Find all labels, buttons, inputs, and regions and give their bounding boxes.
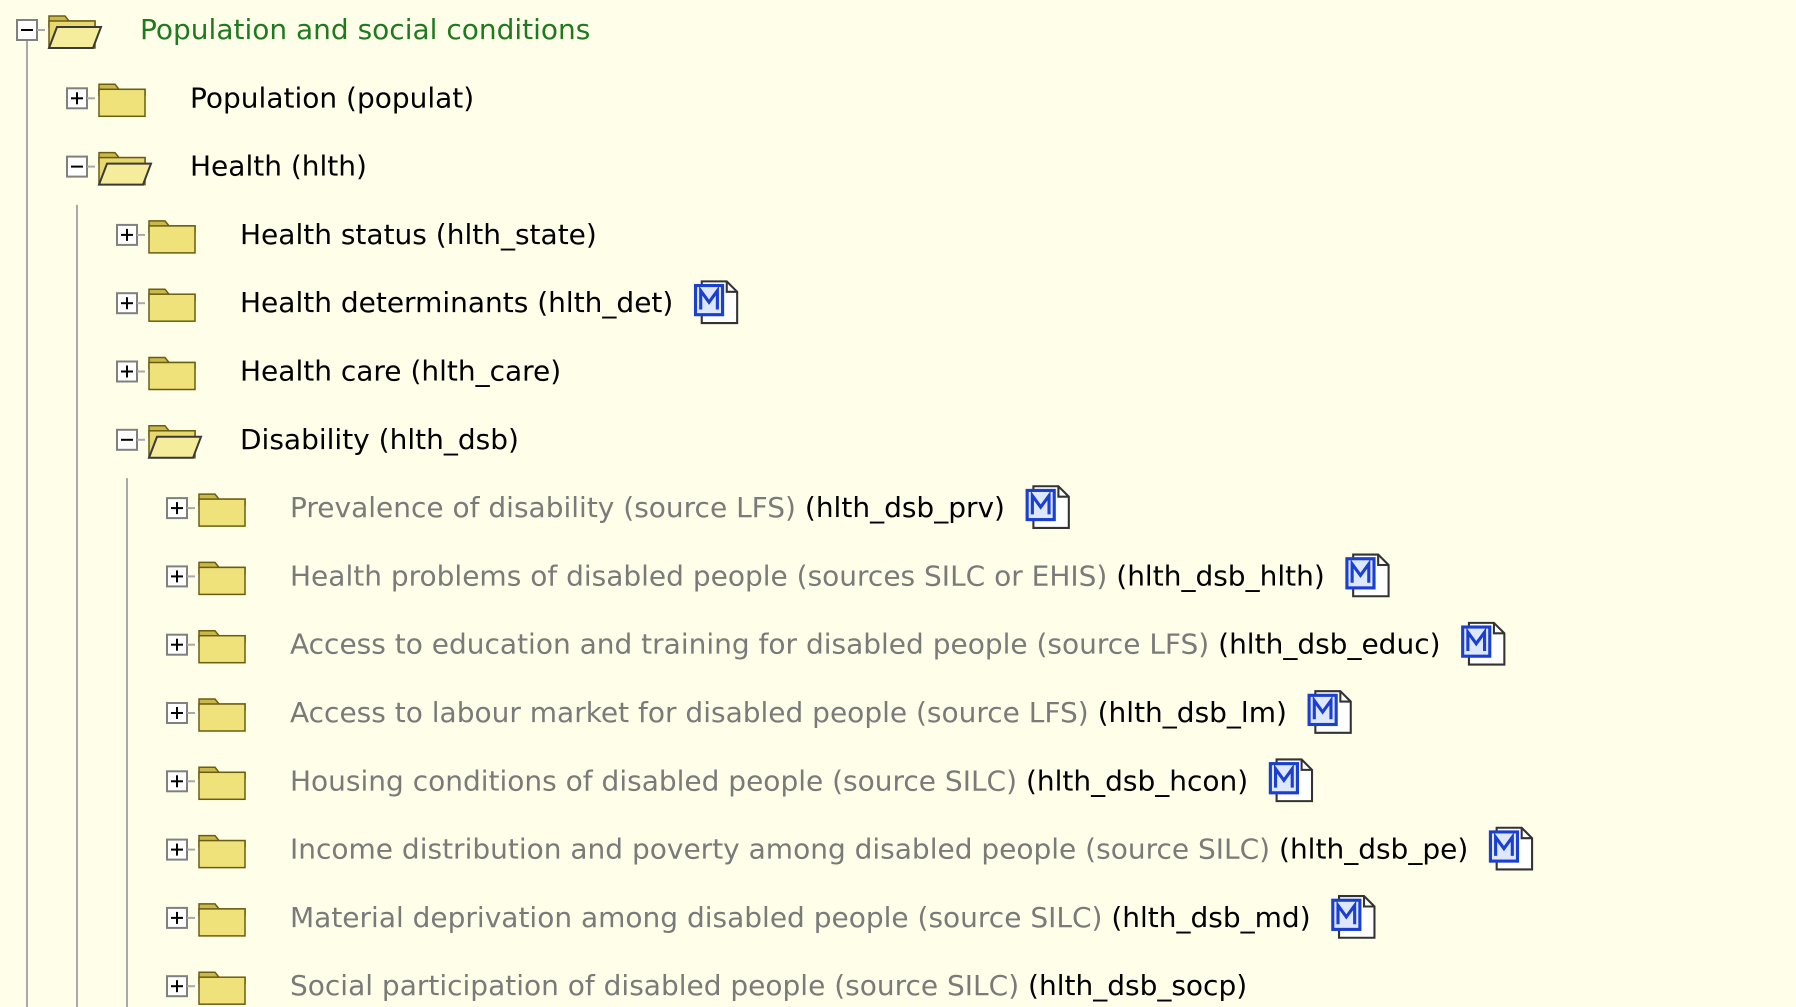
metadata-icon[interactable] [1025, 484, 1071, 530]
node-label[interactable]: Health determinants (hlth_det) [240, 286, 673, 319]
metadata-icon[interactable] [1307, 689, 1353, 735]
node-code: (hlth_dsb_hcon) [1026, 764, 1248, 797]
node-label[interactable]: Prevalence of disability (source LFS) (h… [290, 491, 1005, 524]
folder [198, 634, 246, 664]
tree-node[interactable]: Health status (hlth_state) [116, 218, 597, 254]
tree-node[interactable]: Health (hlth) [66, 150, 367, 186]
node-title: Access to education and training for dis… [290, 628, 1209, 661]
node-title: Health determinants [240, 286, 528, 319]
tree-node[interactable]: Access to education and training for dis… [166, 621, 1506, 667]
metadata-icon[interactable] [1461, 621, 1506, 667]
folder [198, 908, 246, 937]
node-label[interactable]: Health (hlth) [190, 150, 367, 183]
folder [198, 703, 246, 732]
folder [198, 771, 246, 801]
metadata-icon[interactable] [1488, 826, 1534, 871]
folder [198, 498, 246, 527]
tree-node[interactable]: Health determinants (hlth_det) [116, 279, 739, 325]
tree-node[interactable]: Material deprivation among disabled peop… [166, 894, 1377, 940]
tree-guides [26, 40, 128, 1007]
folder [198, 976, 246, 1005]
tree-node[interactable]: Social participation of disabled people … [166, 969, 1247, 1005]
node-label[interactable]: Disability (hlth_dsb) [240, 423, 519, 456]
node-label[interactable]: Access to labour market for disabled peo… [290, 696, 1287, 729]
node-title: Material deprivation among disabled peop… [290, 901, 1102, 934]
node-code: (hlth_dsb_lm) [1098, 696, 1287, 729]
node-title: Social participation of disabled people … [290, 969, 1019, 1002]
tree-rows: Population and social conditions Populati… [16, 13, 1534, 1005]
folder-open [97, 162, 153, 186]
tree-node[interactable]: Disability (hlth_dsb) [116, 423, 519, 459]
node-title: Health problems of disabled people (sour… [290, 559, 1107, 592]
node-label[interactable]: Population and social conditions [140, 13, 590, 46]
node-code: (hlth_dsb_educ) [1218, 628, 1440, 661]
node-title: Prevalence of disability (source LFS) [290, 491, 796, 524]
metadata-icon[interactable] [1331, 894, 1377, 940]
node-label[interactable]: Population (populat) [190, 81, 474, 114]
node-label[interactable]: Access to education and training for dis… [290, 628, 1441, 661]
node-title: Population and social conditions [140, 13, 590, 46]
node-label[interactable]: Health status (hlth_state) [240, 218, 597, 251]
node-label[interactable]: Income distribution and poverty among di… [290, 833, 1468, 866]
node-label[interactable]: Health care (hlth_care) [240, 355, 561, 388]
node-title: Housing conditions of disabled people (s… [290, 764, 1017, 797]
node-code: (hlth_dsb_hlth) [1116, 559, 1324, 592]
folder [148, 293, 196, 322]
node-label[interactable]: Material deprivation among disabled peop… [290, 901, 1311, 934]
node-code: (hlth_dsb_md) [1111, 901, 1310, 934]
metadata-icon[interactable] [1345, 553, 1391, 598]
node-title: Population [190, 81, 337, 114]
tree-node[interactable]: Population (populat) [66, 81, 474, 118]
node-title: Disability [240, 423, 370, 456]
node-code: (populat) [346, 81, 474, 114]
tree-node[interactable]: Population and social conditions [16, 13, 590, 49]
folder [98, 88, 146, 118]
folder [198, 566, 246, 596]
node-code: (hlth) [291, 150, 367, 183]
folder [198, 839, 246, 869]
node-title: Income distribution and poverty among di… [290, 833, 1270, 866]
tree-node[interactable]: Access to labour market for disabled peo… [166, 689, 1353, 735]
folder-open [147, 435, 203, 459]
node-label[interactable]: Social participation of disabled people … [290, 969, 1247, 1002]
node-title: Health [190, 150, 282, 183]
tree-node[interactable]: Income distribution and poverty among di… [166, 826, 1534, 871]
tree-node[interactable]: Health care (hlth_care) [116, 355, 561, 391]
node-label[interactable]: Housing conditions of disabled people (s… [290, 764, 1248, 797]
node-title: Access to labour market for disabled peo… [290, 696, 1089, 729]
folder-open [47, 26, 103, 49]
node-code: (hlth_dsb_pe) [1279, 833, 1468, 866]
node-code: (hlth_dsb) [379, 423, 519, 456]
node-code: (hlth_dsb_prv) [805, 491, 1005, 524]
node-code: (hlth_state) [436, 218, 597, 251]
tree-node[interactable]: Health problems of disabled people (sour… [166, 553, 1391, 598]
folder [148, 225, 196, 254]
tree-node[interactable]: Prevalence of disability (source LFS) (h… [166, 484, 1071, 530]
tree-node[interactable]: Housing conditions of disabled people (s… [166, 757, 1314, 803]
node-code: (hlth_det) [537, 286, 673, 319]
folder [148, 361, 196, 391]
node-code: (hlth_care) [410, 355, 561, 388]
node-title: Health care [240, 355, 402, 388]
metadata-icon[interactable] [1268, 757, 1314, 803]
node-title: Health status [240, 218, 427, 251]
node-label[interactable]: Health problems of disabled people (sour… [290, 559, 1325, 592]
node-code: (hlth_dsb_socp) [1028, 969, 1247, 1002]
metadata-icon[interactable] [693, 279, 739, 325]
